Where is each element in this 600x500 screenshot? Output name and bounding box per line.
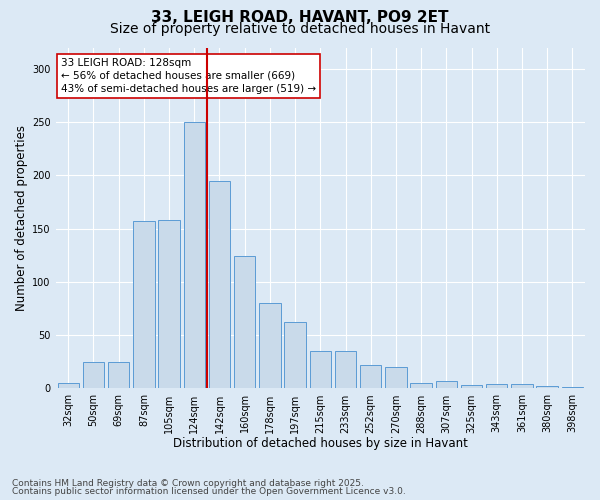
Text: Size of property relative to detached houses in Havant: Size of property relative to detached ho… xyxy=(110,22,490,36)
Text: Contains public sector information licensed under the Open Government Licence v3: Contains public sector information licen… xyxy=(12,487,406,496)
Y-axis label: Number of detached properties: Number of detached properties xyxy=(15,125,28,311)
Bar xyxy=(184,122,205,388)
Bar xyxy=(486,384,508,388)
Bar xyxy=(461,386,482,388)
Bar xyxy=(335,351,356,389)
Bar xyxy=(158,220,180,388)
Bar xyxy=(108,362,130,388)
Bar xyxy=(58,383,79,388)
Bar xyxy=(234,256,256,388)
X-axis label: Distribution of detached houses by size in Havant: Distribution of detached houses by size … xyxy=(173,437,468,450)
Text: Contains HM Land Registry data © Crown copyright and database right 2025.: Contains HM Land Registry data © Crown c… xyxy=(12,478,364,488)
Bar xyxy=(436,381,457,388)
Bar xyxy=(284,322,306,388)
Bar xyxy=(410,383,432,388)
Bar xyxy=(385,367,407,388)
Bar xyxy=(310,351,331,389)
Bar xyxy=(209,180,230,388)
Bar xyxy=(133,221,155,388)
Bar xyxy=(259,303,281,388)
Bar xyxy=(360,365,382,388)
Text: 33, LEIGH ROAD, HAVANT, PO9 2ET: 33, LEIGH ROAD, HAVANT, PO9 2ET xyxy=(151,10,449,25)
Bar xyxy=(511,384,533,388)
Bar xyxy=(83,362,104,388)
Text: 33 LEIGH ROAD: 128sqm
← 56% of detached houses are smaller (669)
43% of semi-det: 33 LEIGH ROAD: 128sqm ← 56% of detached … xyxy=(61,58,316,94)
Bar xyxy=(536,386,558,388)
